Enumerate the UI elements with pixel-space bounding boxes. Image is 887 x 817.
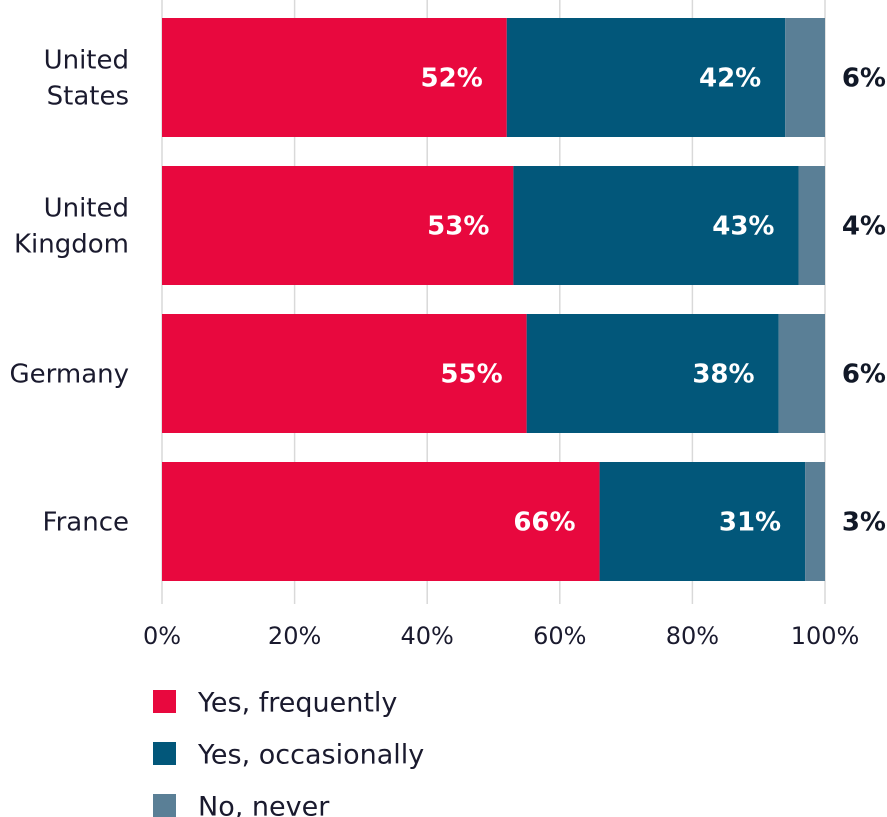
data-label: 31% [719, 508, 781, 538]
x-tick-label: 40% [401, 622, 454, 650]
legend-swatch [153, 742, 176, 765]
data-label: 52% [421, 64, 483, 94]
category-label: United Kingdom [14, 194, 129, 260]
legend-swatch [153, 690, 176, 713]
data-label: 66% [513, 508, 575, 538]
legend: Yes, frequently Yes, occasionally No, neve… [153, 688, 424, 817]
legend-label: Yes, occasionally [197, 740, 424, 771]
bar-segment [599, 462, 806, 581]
legend-label: No, never [198, 792, 330, 817]
x-tick-label: 60% [533, 622, 586, 650]
data-label: 43% [712, 212, 774, 242]
x-tick-label: 100% [791, 622, 860, 650]
bar-segment [526, 314, 779, 433]
data-label: 6% [842, 360, 886, 390]
x-tick-label: 20% [268, 622, 321, 650]
data-label: 42% [699, 64, 761, 94]
legend-swatch [153, 794, 176, 817]
bar-segment [162, 166, 514, 285]
bar-segment [162, 18, 507, 137]
x-axis-tick-labels: 0% 20% 40% 60% 80% 100% [143, 622, 859, 650]
category-labels: United States United Kingdom Germany France [9, 46, 129, 538]
x-tick-label: 80% [666, 622, 719, 650]
data-label: 53% [427, 212, 489, 242]
bars [162, 18, 825, 581]
data-label: 6% [842, 64, 886, 94]
data-label: 4% [842, 212, 886, 242]
value-labels: 52% 42% 6% 53% 43% 4% 55% 38% 6% 66% 31% 3% [421, 64, 886, 538]
bar-segment [785, 18, 825, 137]
bar-segment [513, 166, 799, 285]
x-tick-label: 0% [143, 622, 181, 650]
bar-segment [805, 462, 825, 581]
category-label: United States [44, 46, 129, 112]
bar-segment [162, 314, 527, 433]
bar-segment [778, 314, 825, 433]
bar-segment [798, 166, 825, 285]
data-label: 38% [692, 360, 754, 390]
category-label: Germany [9, 360, 129, 390]
legend-label: Yes, frequently [197, 688, 397, 719]
data-label: 55% [440, 360, 502, 390]
bar-segment [506, 18, 786, 137]
category-label: France [43, 508, 129, 538]
bar-segment [162, 462, 600, 581]
data-label: 3% [842, 508, 886, 538]
